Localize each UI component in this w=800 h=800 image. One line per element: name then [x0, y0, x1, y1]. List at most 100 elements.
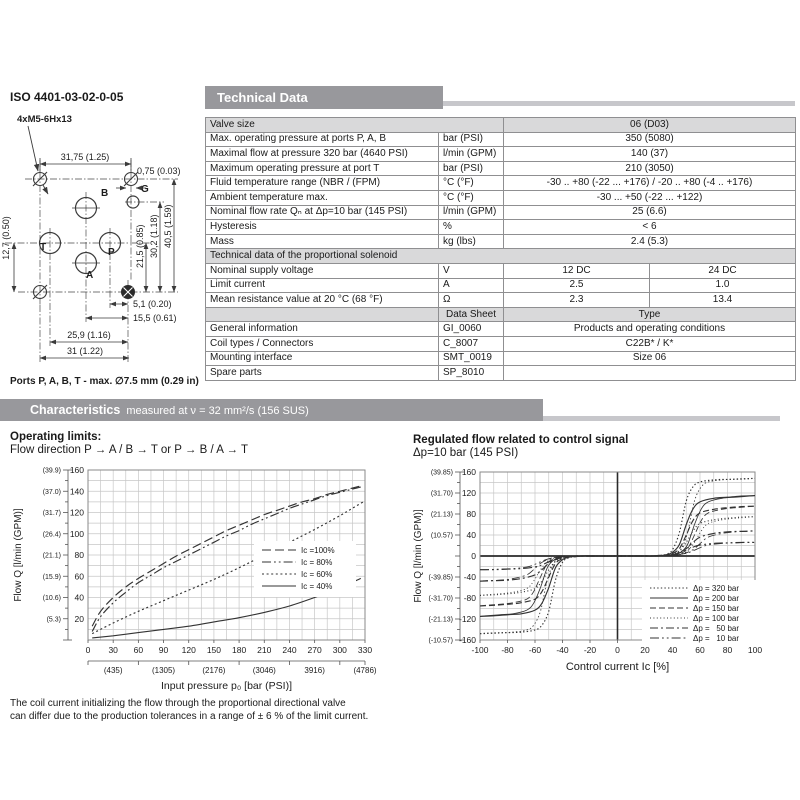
cell-unit: kg (lbs)	[438, 233, 504, 250]
mounting-pattern-diagram: B G T P A 4xM5-6Hx13 31,75 (1.25)	[1, 114, 199, 387]
port-label-g: G	[141, 184, 149, 195]
series-curve-2	[479, 505, 756, 607]
legend-label: Ic =100%	[301, 546, 335, 555]
cell-value: Size 06	[503, 350, 796, 367]
cell-label: Fluid temperature range (NBR / (FPM)	[205, 175, 439, 191]
cell-label: Mean resistance value at 20 °C (68 °F)	[205, 292, 439, 308]
x-secondary-label: (1305)	[152, 666, 175, 675]
x-tick-label: 30	[108, 645, 118, 655]
x-tick-label: -40	[556, 645, 569, 655]
dim-b4: 31 (1.22)	[67, 346, 103, 356]
y-secondary-label: (31.70)	[431, 491, 453, 498]
table-row: Mass kg (lbs) 2.4 (5.3)	[205, 233, 796, 250]
cell-value-12v: 12 DC	[503, 262, 650, 279]
cell-value: 06 (D03)	[503, 117, 796, 133]
x-secondary-label: (4786)	[353, 666, 376, 675]
cell-unit: SMT_0019	[438, 350, 504, 367]
x-tick-label: 20	[640, 645, 650, 655]
y-tick-label: 40	[467, 530, 477, 540]
x-tick-label: 60	[134, 645, 144, 655]
y-tick-label: 40	[75, 593, 85, 603]
cell-label: Maximum operating pressure at port T	[205, 160, 439, 177]
cell-unit: A	[438, 277, 504, 294]
cell-unit: bar (PSI)	[438, 160, 504, 177]
thread-leader-line2	[42, 184, 49, 195]
cell-value-24v: 13.4	[649, 292, 796, 308]
cell-label: Nominal flow rate Qₙ at Δp=10 bar (145 P…	[205, 204, 439, 221]
y-secondary-label: (21.13)	[431, 512, 453, 519]
x-tick-label: 330	[358, 645, 372, 655]
cell-unit: °C (°F)	[438, 189, 504, 206]
regulated-flow-title: Regulated flow related to control signal	[413, 434, 629, 446]
y-secondary-label: (10.6)	[43, 595, 61, 602]
series-curve-hysteresis-3	[479, 516, 756, 596]
legend-background	[642, 580, 768, 646]
x-tick-label: 240	[282, 645, 296, 655]
x-tick-label: 60	[695, 645, 705, 655]
y-secondary-label: (15.9)	[43, 574, 61, 581]
dim-b2: 15,5 (0.61)	[133, 313, 177, 323]
dim-b3: 25,9 (1.16)	[67, 330, 111, 340]
x-tick-label: 40	[668, 645, 678, 655]
table-row: Max. operating pressure at ports P, A, B…	[205, 131, 796, 148]
cell-unit: Ω	[438, 292, 504, 308]
table-row: Spare parts SP_8010	[205, 365, 796, 381]
port-holes	[38, 195, 140, 275]
x-tick-label: -80	[501, 645, 514, 655]
cell-value-24v: 1.0	[649, 277, 796, 294]
series-curve-hysteresis-5	[479, 541, 756, 571]
cell-label: Valve size	[205, 117, 504, 133]
technical-data-header-tail	[443, 101, 795, 106]
dimension-lines	[11, 158, 177, 361]
operating-limits-title: Operating limits:	[10, 431, 102, 443]
y-tick-label: -40	[464, 572, 477, 582]
cell-value: 2.4 (5.3)	[503, 233, 796, 250]
y-secondary-label: (10.57)	[431, 533, 453, 540]
cell-value: -30 .. +80 (-22 ... +176) / -20 .. +80 (…	[503, 175, 796, 191]
cell-datasheet-header: Data Sheet	[438, 306, 504, 323]
x-tick-label: 300	[333, 645, 347, 655]
series-curve-2	[91, 501, 364, 635]
characteristics-header-tail	[543, 416, 780, 421]
mounting-holes	[32, 171, 139, 300]
cell-label: Coil types / Connectors	[205, 335, 439, 352]
regulated-flow-chart: -100 -80 -60 -40 -20 0 20 40 60 80 100 -160 -120 -80 -…	[413, 467, 768, 673]
table-row: Mounting interface SMT_0019 Size 06	[205, 350, 796, 367]
cell-label: Ambient temperature max.	[205, 189, 439, 206]
legend-label: Δp = 100 bar	[693, 614, 739, 623]
cell-label: Maximal flow at pressure 320 bar (4640 P…	[205, 146, 439, 162]
y-tick-label: 160	[70, 465, 84, 475]
y-axis-title: Flow Q [l/min (GPM)]	[413, 509, 424, 603]
y-tick-label: 100	[70, 529, 84, 539]
table-row: Data Sheet Type	[205, 306, 796, 323]
x-tick-label: 150	[207, 645, 221, 655]
x-axis-title: Input pressure p₀ [bar (PSI)]	[161, 680, 292, 692]
characteristics-header: Characteristics measured at ν = 32 mm²/s …	[0, 399, 543, 421]
dim-top-width: 31,75 (1.25)	[61, 152, 110, 162]
y-secondary-label: (5.3)	[47, 616, 61, 623]
legend-label: Δp = 10 bar	[693, 634, 739, 643]
series-curve-0	[91, 485, 361, 627]
cell-value: C22B* / K*	[503, 335, 796, 352]
cell-value: -30 ... +50 (-22 ... +122)	[503, 189, 796, 206]
cell-value: 210 (3050)	[503, 160, 796, 177]
cell-unit: l/min (GPM)	[438, 146, 504, 162]
y-tick-label: 80	[467, 509, 477, 519]
y-secondary-label: (31.7)	[43, 510, 61, 517]
cell-label: Hysteresis	[205, 219, 439, 235]
x-tick-label: 90	[159, 645, 169, 655]
cell-value: 140 (37)	[503, 146, 796, 162]
y-axis-title: Flow Q [l/min (GPM)]	[13, 508, 24, 602]
operating-limits-chart: 0 30 60 90 120 150 180 210 240 270 300 330 20 40 60 80 1…	[13, 465, 377, 692]
cell-unit: l/min (GPM)	[438, 204, 504, 221]
dim-left-height: 12,7 (0.50)	[1, 216, 11, 260]
x-secondary-label: (2176)	[202, 666, 225, 675]
series-curve-1	[91, 486, 361, 632]
series-curve-4	[479, 530, 756, 582]
table-row: Technical data of the proportional solen…	[205, 248, 796, 264]
legend-label: Δp = 200 bar	[693, 594, 739, 603]
table-row: Nominal supply voltage V 12 DC 24 DC	[205, 262, 796, 279]
cell-unit: bar (PSI)	[438, 131, 504, 148]
cell-value-12v: 2.5	[503, 277, 650, 294]
